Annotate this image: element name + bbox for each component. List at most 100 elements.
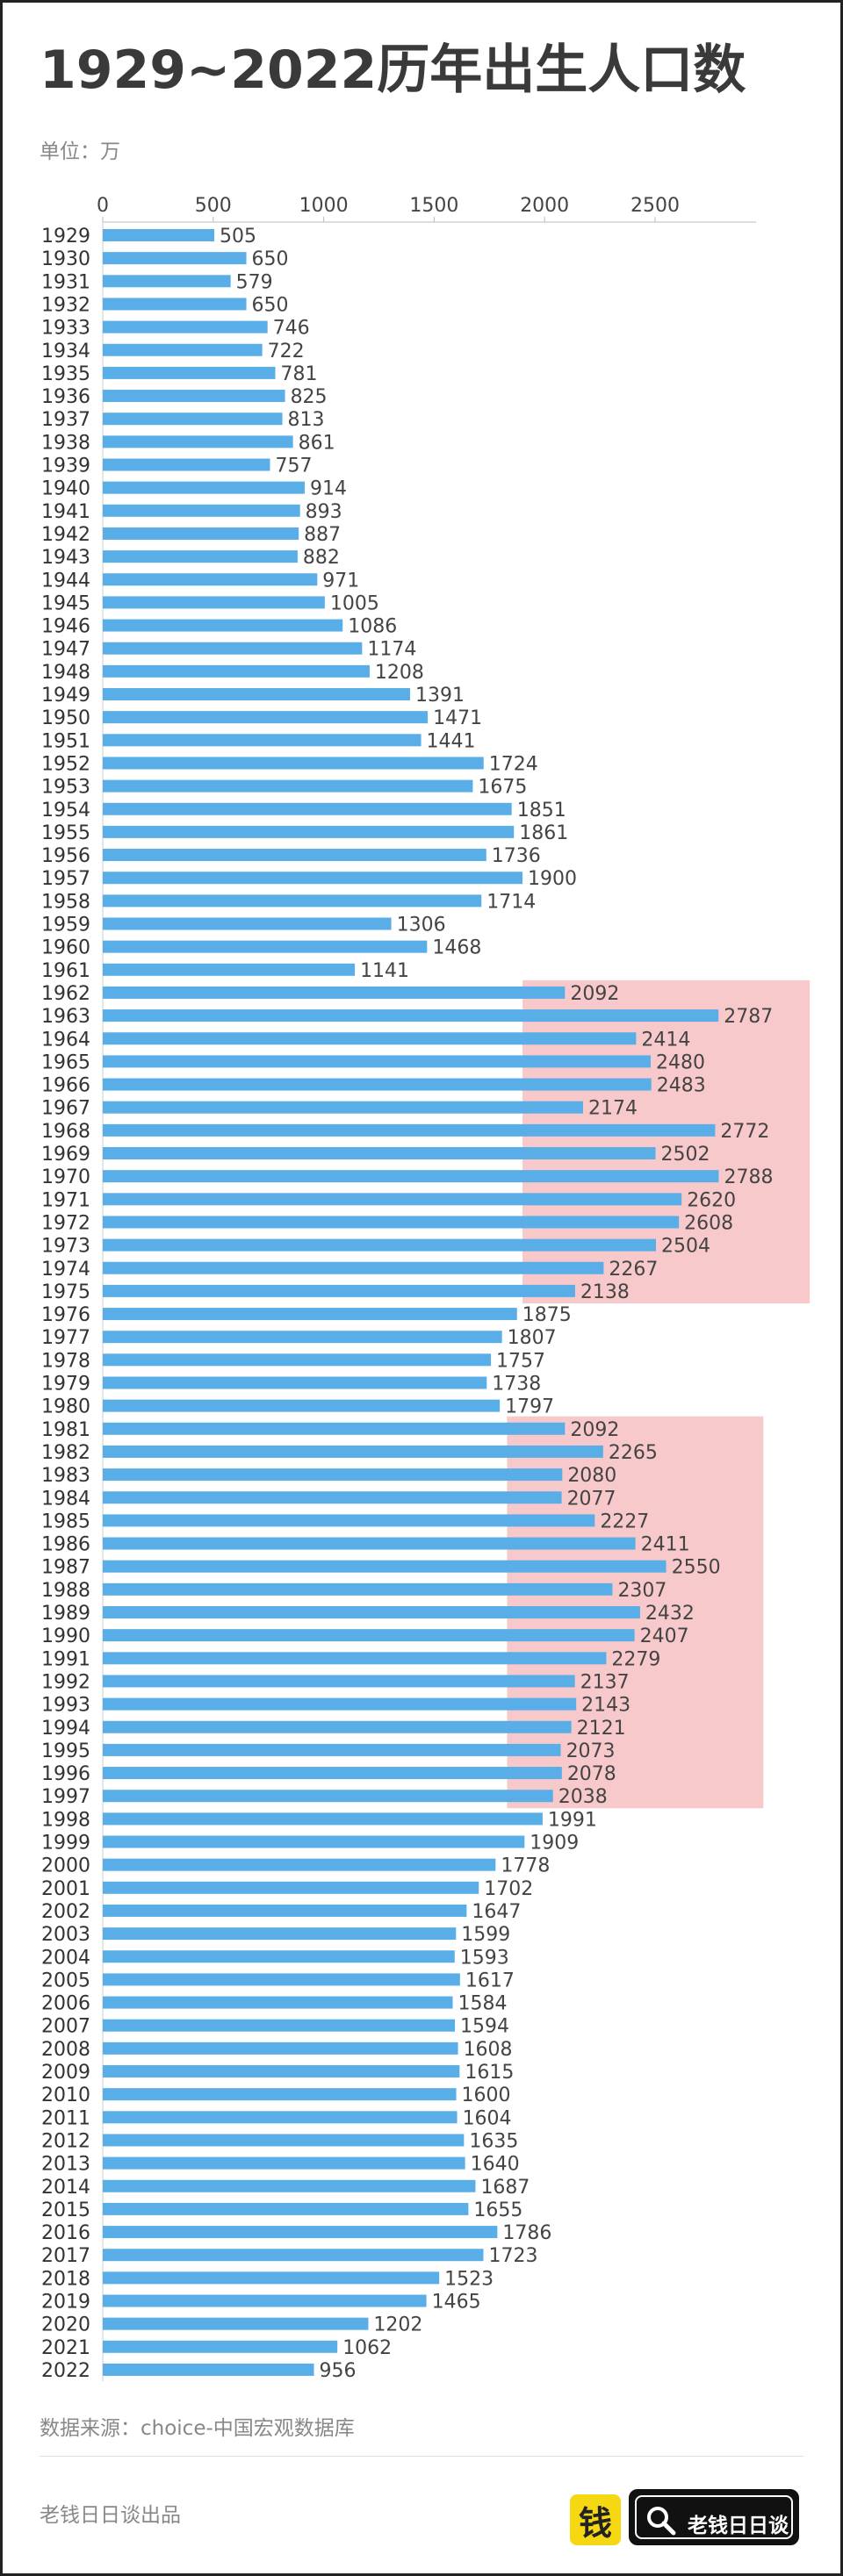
- value-label: 2073: [566, 1740, 616, 1762]
- year-label: 1958: [41, 891, 90, 913]
- bar-1982: [103, 1445, 603, 1458]
- year-label: 1997: [41, 1786, 90, 1808]
- value-label: 722: [268, 341, 305, 362]
- year-label: 1977: [41, 1327, 90, 1349]
- bar-1946: [103, 619, 343, 632]
- value-label: 1468: [432, 937, 481, 959]
- bar-1960: [103, 940, 428, 953]
- year-label: 1937: [41, 409, 90, 431]
- bar-1939: [103, 458, 270, 471]
- year-label: 1938: [41, 432, 90, 454]
- value-label: 1141: [360, 960, 409, 982]
- year-label: 1934: [41, 341, 90, 362]
- value-label: 579: [236, 271, 273, 293]
- bar-2008: [103, 2041, 458, 2055]
- year-label: 1946: [41, 616, 90, 638]
- value-label: 1599: [461, 1924, 510, 1946]
- bar-1995: [103, 1743, 561, 1756]
- year-label: 2016: [41, 2222, 90, 2244]
- bar-2011: [103, 2111, 458, 2124]
- bar-2001: [103, 1881, 479, 1894]
- value-label: 1851: [517, 800, 566, 822]
- value-label: 1900: [528, 868, 577, 890]
- bar-1932: [103, 298, 247, 311]
- value-label: 1471: [433, 707, 482, 729]
- year-label: 2017: [41, 2245, 90, 2267]
- year-label: 1964: [41, 1029, 90, 1051]
- value-label: 1600: [462, 2084, 511, 2106]
- year-label: 1963: [41, 1006, 90, 1028]
- bar-1957: [103, 872, 523, 885]
- year-label: 1980: [41, 1396, 90, 1418]
- value-label: 2078: [567, 1763, 616, 1785]
- value-label: 1757: [496, 1350, 545, 1372]
- year-label: 1932: [41, 294, 90, 316]
- year-label: 2011: [41, 2107, 90, 2129]
- year-label: 1972: [41, 1212, 90, 1234]
- bar-1956: [103, 849, 486, 862]
- year-label: 1982: [41, 1442, 90, 1464]
- value-label: 2772: [720, 1121, 769, 1143]
- year-label: 1947: [41, 639, 90, 661]
- bar-1944: [103, 573, 318, 586]
- value-label: 1593: [460, 1947, 509, 1969]
- bar-1978: [103, 1353, 492, 1367]
- bar-1986: [103, 1537, 636, 1550]
- value-label: 2174: [588, 1098, 638, 1120]
- value-label: 893: [306, 501, 342, 523]
- value-label: 1736: [492, 845, 541, 867]
- bar-1980: [103, 1399, 501, 1412]
- bar-1993: [103, 1697, 577, 1711]
- value-label: 2121: [577, 1718, 626, 1740]
- bar-2012: [103, 2134, 465, 2147]
- year-label: 1962: [41, 983, 90, 1005]
- bar-2005: [103, 1973, 460, 1986]
- year-label: 1983: [41, 1465, 90, 1487]
- year-label: 2014: [41, 2177, 90, 2199]
- year-label: 1936: [41, 386, 90, 408]
- bar-1969: [103, 1147, 656, 1159]
- value-label: 882: [303, 547, 340, 569]
- x-tick-label: 1000: [299, 195, 349, 217]
- year-label: 1967: [41, 1098, 90, 1120]
- year-label: 1988: [41, 1580, 90, 1602]
- bar-1992: [103, 1675, 575, 1688]
- value-label: 1807: [508, 1327, 557, 1349]
- year-label: 1939: [41, 456, 90, 477]
- bar-1952: [103, 757, 484, 770]
- year-label: 1951: [41, 730, 90, 752]
- bar-1983: [103, 1468, 563, 1482]
- year-label: 2019: [41, 2292, 90, 2314]
- value-label: 1675: [478, 777, 527, 799]
- value-label: 2608: [684, 1212, 733, 1234]
- year-label: 1968: [41, 1121, 90, 1143]
- x-tick-label: 500: [195, 195, 232, 217]
- value-label: 1086: [348, 616, 397, 638]
- value-label: 971: [322, 570, 359, 592]
- year-label: 2000: [41, 1855, 90, 1877]
- bar-1941: [103, 504, 300, 517]
- bar-1968: [103, 1123, 716, 1137]
- bar-1999: [103, 1835, 525, 1848]
- value-label: 746: [273, 318, 310, 340]
- year-label: 2022: [41, 2360, 90, 2382]
- x-tick-label: 2500: [630, 195, 680, 217]
- bar-1929: [103, 229, 215, 241]
- year-label: 2009: [41, 2062, 90, 2084]
- bar-2000: [103, 1858, 496, 1871]
- value-label: 2038: [558, 1786, 608, 1808]
- value-label: 2502: [661, 1144, 710, 1166]
- bar-2019: [103, 2294, 427, 2307]
- bar-1974: [103, 1261, 604, 1274]
- value-label: 2407: [640, 1625, 689, 1647]
- bar-1943: [103, 550, 298, 563]
- year-label: 1944: [41, 570, 90, 592]
- value-label: 2550: [672, 1557, 721, 1579]
- x-tick-label: 1500: [409, 195, 458, 217]
- bar-2022: [103, 2363, 314, 2376]
- bar-1938: [103, 435, 293, 448]
- year-label: 1999: [41, 1833, 90, 1855]
- brand-logo-frame: 老钱日日谈: [635, 2495, 793, 2539]
- year-label: 1975: [41, 1281, 90, 1303]
- year-label: 1943: [41, 547, 90, 569]
